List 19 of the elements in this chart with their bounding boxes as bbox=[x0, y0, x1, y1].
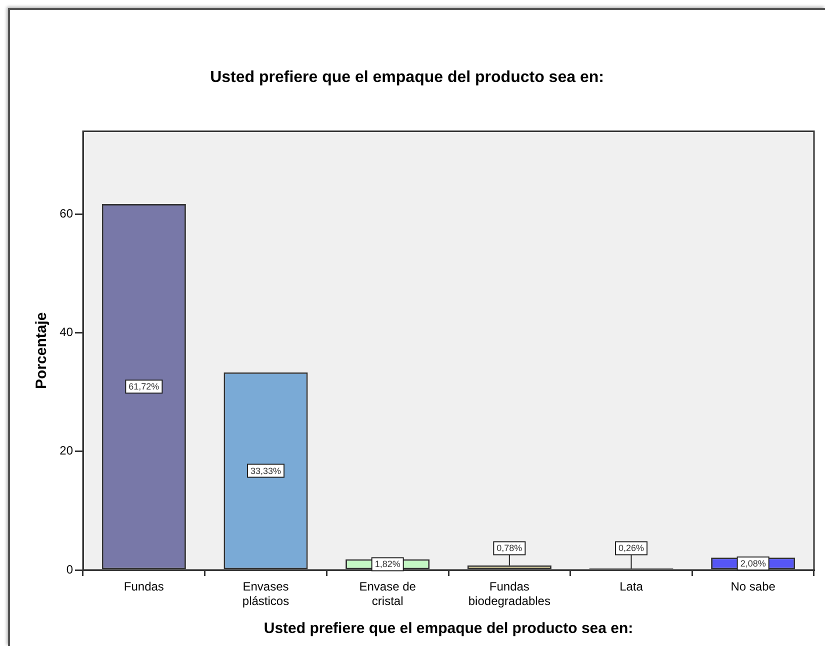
y-tick-label: 40 bbox=[60, 325, 74, 340]
data-label: 0,78% bbox=[496, 543, 522, 554]
y-tick-label: 0 bbox=[66, 562, 74, 576]
y-tick-label: 60 bbox=[60, 206, 74, 221]
x-tick-label: No sabe bbox=[730, 580, 776, 594]
y-axis-title: Porcentaje bbox=[33, 312, 50, 389]
data-label: 61,72% bbox=[128, 382, 160, 392]
x-tick-label: Envases plásticos bbox=[242, 580, 290, 608]
x-tick-label: Envase de cristal bbox=[359, 580, 416, 608]
data-label: 1,82% bbox=[374, 559, 400, 570]
data-label: 2,08% bbox=[740, 558, 766, 568]
data-label: 0,26% bbox=[618, 543, 644, 554]
x-tick-label: Fundas bbox=[124, 580, 164, 594]
chart-title: Usted prefiere que el empaque del producto sea en: bbox=[210, 69, 604, 86]
data-label: 33,33% bbox=[250, 466, 282, 476]
x-axis-title: Usted prefiere que el empaque del producto sea en: bbox=[264, 620, 634, 638]
x-tick-label: Lata bbox=[620, 580, 644, 594]
x-tick-label: Fundas biodegradables bbox=[468, 580, 550, 608]
y-tick-label: 20 bbox=[60, 444, 74, 458]
